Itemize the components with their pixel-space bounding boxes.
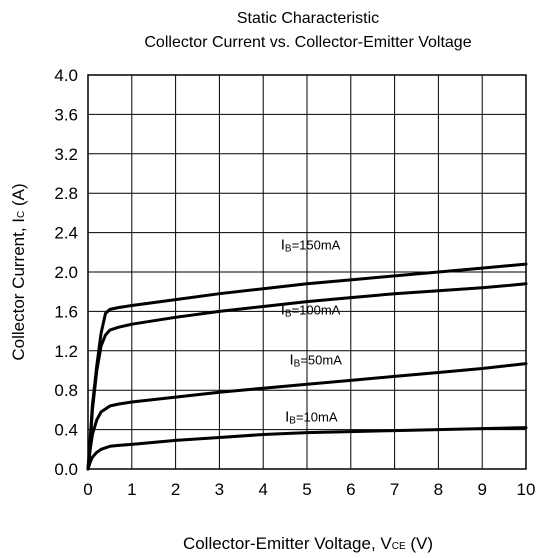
chart-title: Static Characteristic: [237, 10, 379, 27]
ticks-layer: 0 1 2 3 4 5 6 7 8 9 10 0.0 0.4 0.8 1.2 1.6 2.0 2.4 2.8 3.2 3…: [54, 66, 535, 499]
series-label-3: IB=10mA: [285, 409, 338, 427]
x-tick-label: 4: [258, 480, 267, 499]
y-tick-label: 2.8: [54, 184, 78, 203]
series-label-1: IB=100mA: [281, 301, 341, 319]
x-tick-label: 9: [477, 480, 486, 499]
plot-frame: [87, 74, 527, 470]
x-tick-label: 0: [83, 480, 92, 499]
y-tick-label: 0.8: [54, 381, 78, 400]
series-line-2: [86, 362, 528, 471]
y-tick-label: 4.0: [54, 66, 78, 85]
y-tick-label: 0.4: [54, 421, 78, 440]
y-tick-label: 1.6: [54, 302, 78, 321]
y-axis-label: Collector Current, IC (A): [9, 183, 28, 360]
series-label-0: IB=150mA: [281, 236, 341, 254]
x-tick-label: 6: [346, 480, 355, 499]
series-line-1: [86, 282, 528, 471]
x-tick-label: 3: [215, 480, 224, 499]
series-labels-layer: IB=150mA IB=100mA IB=50mA IB=10mA: [281, 236, 342, 426]
x-tick-label: 2: [171, 480, 180, 499]
chart-subtitle: Collector Current vs. Collector-Emitter …: [144, 34, 471, 51]
x-tick-label: 1: [127, 480, 136, 499]
x-tick-label: 8: [434, 480, 443, 499]
y-tick-label: 3.6: [54, 105, 78, 124]
x-tick-label: 10: [517, 480, 536, 499]
series-label-2: IB=50mA: [289, 352, 342, 370]
y-tick-label: 2.4: [54, 224, 78, 243]
y-tick-label: 3.2: [54, 145, 78, 164]
curves-layer: [86, 262, 528, 471]
y-tick-label: 0.0: [54, 460, 78, 479]
x-tick-label: 5: [302, 480, 311, 499]
y-tick-label: 2.0: [54, 263, 78, 282]
series-line-3: [86, 426, 528, 471]
x-tick-label: 7: [390, 480, 399, 499]
x-axis-label: Collector-Emitter Voltage, VCE (V): [183, 534, 433, 553]
y-tick-label: 1.2: [54, 342, 78, 361]
